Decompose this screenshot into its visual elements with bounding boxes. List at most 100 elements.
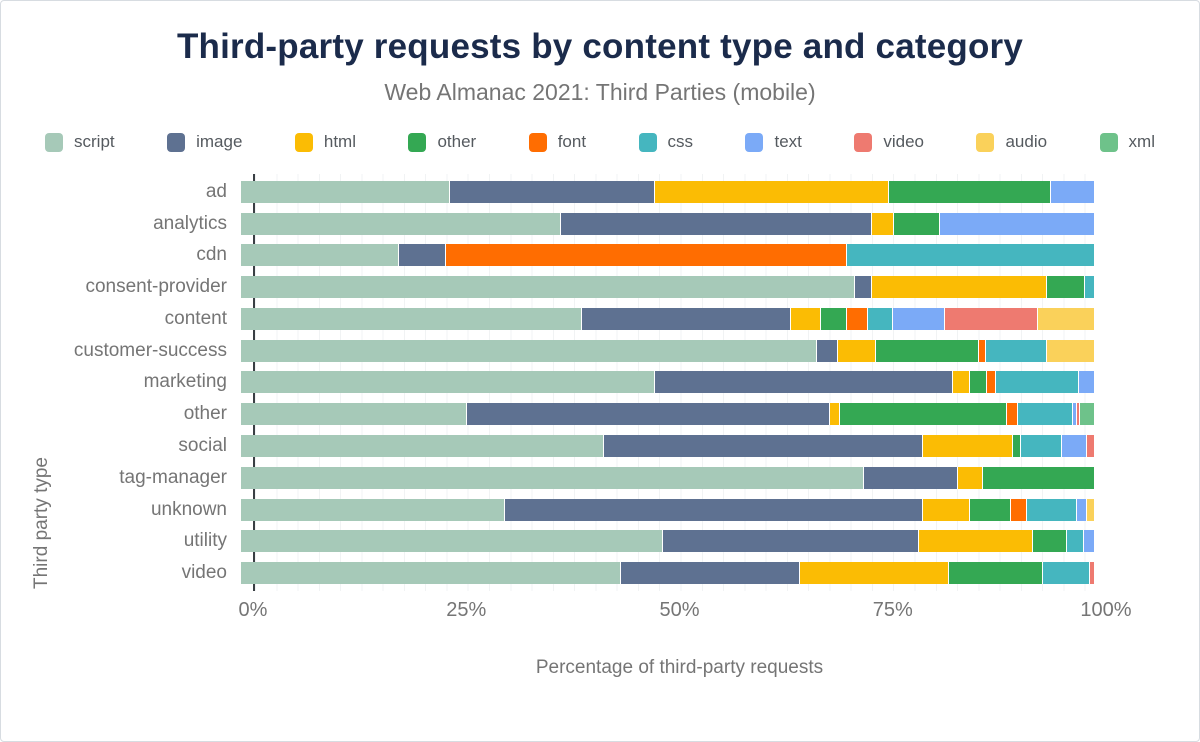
bar-segment-script: [241, 466, 864, 489]
row-label: ad: [205, 180, 227, 202]
bar-segment-text: [1083, 530, 1094, 553]
bar-segment-script: [241, 498, 506, 521]
bar-row-ad: ad: [1, 176, 1199, 208]
legend-label: text: [774, 132, 802, 151]
bar-row-tag-manager: tag-manager: [1, 462, 1199, 494]
bar-segment-html: [953, 371, 971, 394]
bar-segment-video: [1089, 562, 1094, 585]
bar-segment-html: [872, 276, 1048, 299]
x-tick: 100%: [1080, 599, 1132, 621]
legend-swatch-html: [294, 132, 313, 152]
legend-swatch-text: [745, 132, 764, 152]
bar-segment-script: [241, 244, 399, 267]
bar-segment-other: [983, 466, 1094, 489]
bar-segment-css: [1066, 530, 1084, 553]
bar-segment-text: [1079, 371, 1094, 394]
legend-label: xml: [1128, 132, 1155, 151]
bar-segment-image: [505, 498, 924, 521]
bar-segment-font: [978, 339, 986, 362]
bar-segment-html: [654, 180, 890, 203]
legend-item-html: html: [294, 132, 356, 152]
bar-track: [241, 244, 1094, 267]
bar-segment-css: [846, 244, 1094, 267]
legend-swatch-other: [408, 132, 427, 152]
bar-segment-other: [948, 562, 1043, 585]
row-label: cdn: [196, 244, 227, 266]
legend-label: image: [196, 132, 243, 151]
legend-item-font: font: [528, 132, 586, 152]
bar-segment-audio: [1047, 339, 1094, 362]
row-label: social: [178, 435, 227, 456]
bar-segment-font: [987, 371, 996, 394]
bar-segment-css: [985, 339, 1048, 362]
bar-segment-image: [467, 403, 830, 426]
bar-row-video: video: [1, 557, 1199, 589]
bar-segment-image: [620, 562, 800, 585]
bar-track: [241, 466, 1094, 489]
legend-swatch-font: [528, 132, 547, 152]
bar-segment-script: [241, 562, 621, 585]
bar-track: [241, 276, 1094, 299]
bar-row-customer-success: customer-success: [1, 335, 1199, 367]
bar-segment-video: [1087, 435, 1094, 457]
legend-swatch-css: [638, 132, 657, 152]
bar-segment-other: [970, 498, 1012, 521]
bar-segment-other: [839, 403, 1007, 426]
legend-label: other: [437, 132, 477, 151]
bar-segment-font: [445, 244, 847, 267]
legend-swatch-xml: [1099, 132, 1118, 152]
legend-label: audio: [1005, 132, 1048, 151]
bar-segment-text: [1051, 180, 1094, 203]
bar-segment-image: [855, 276, 873, 299]
bar-track: [241, 498, 1094, 521]
bar-segment-video: [1076, 403, 1081, 426]
row-label: content: [164, 307, 227, 329]
bar-segment-html: [791, 307, 822, 330]
bar-segment-image: [449, 180, 655, 203]
bar-segment-other: [821, 307, 847, 330]
bar-segment-other: [893, 212, 941, 235]
bar-segment-html: [957, 466, 984, 489]
bar-segment-script: [241, 339, 817, 362]
plot-area: Third party type ad analytics cdn consent-p…: [1, 174, 1199, 591]
legend-item-other: other: [408, 132, 476, 152]
bar-segment-css: [1085, 276, 1094, 299]
legend-swatch-script: [45, 132, 63, 152]
legend-item-text: text: [745, 132, 802, 152]
row-label: video: [181, 562, 227, 584]
legend-item-css: css: [638, 132, 693, 152]
bar-segment-image: [582, 307, 792, 330]
chart-subtitle: Web Almanac 2021: Third Parties (mobile): [384, 79, 816, 105]
x-tick: 0%: [238, 599, 268, 621]
bar-track: [241, 339, 1094, 362]
legend-swatch-image: [167, 132, 186, 152]
bar-segment-image: [398, 244, 446, 267]
bar-segment-other: [970, 371, 988, 394]
bar-segment-other: [1032, 530, 1067, 553]
bar-segment-html: [872, 212, 894, 235]
bar-row-marketing: marketing: [1, 367, 1199, 399]
chart-title: Third-party requests by content type and…: [176, 27, 1024, 66]
bar-segment-css: [1027, 498, 1077, 521]
bar-segment-html: [838, 339, 877, 362]
bar-segment-html: [919, 530, 1033, 553]
row-label: tag-manager: [119, 466, 227, 488]
bar-segment-image: [663, 530, 920, 553]
bar-segment-script: [241, 212, 561, 235]
bar-track: [241, 212, 1094, 235]
x-tick: 25%: [446, 599, 487, 621]
bar-segment-script: [241, 307, 583, 330]
bar-row-other: other: [1, 398, 1199, 430]
bar-segment-font: [1006, 403, 1019, 426]
bar-segment-css: [1042, 562, 1090, 585]
bar-segment-text: [1072, 403, 1077, 426]
row-label: other: [183, 403, 227, 425]
bar-row-content: content: [1, 303, 1199, 335]
bar-track: [241, 307, 1094, 330]
bar-rows: ad analytics cdn consent-provider content cus…: [1, 174, 1199, 591]
bar-segment-image: [816, 339, 839, 362]
legend-label: html: [323, 132, 356, 151]
bar-track: [241, 530, 1094, 553]
bar-segment-script: [241, 530, 664, 553]
row-label: unknown: [150, 498, 227, 520]
